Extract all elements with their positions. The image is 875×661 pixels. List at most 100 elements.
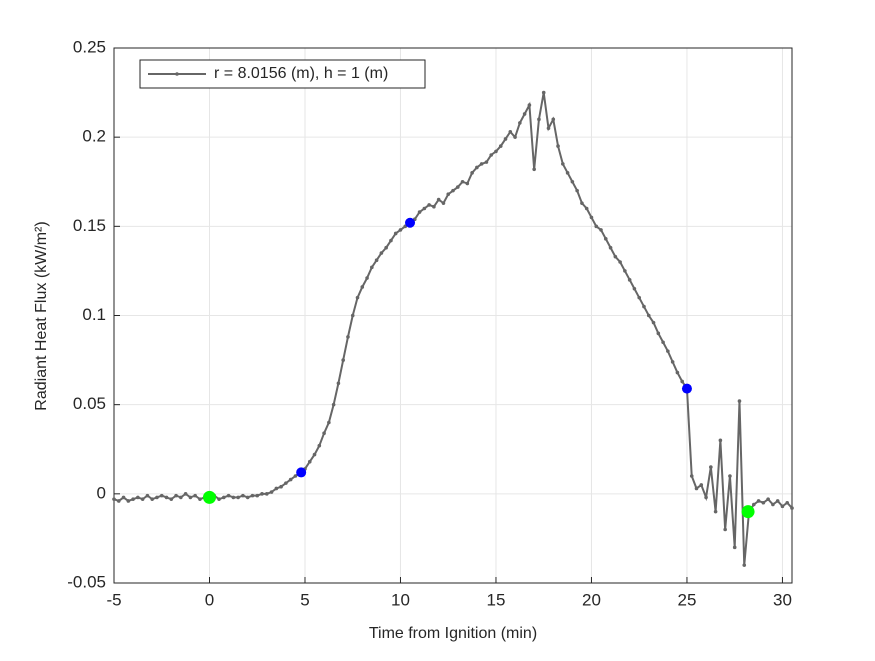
data-point (513, 135, 517, 139)
data-point (494, 149, 498, 154)
data-point (709, 465, 713, 469)
axes-box (113, 47, 793, 584)
data-point (642, 304, 646, 309)
data-point (279, 484, 283, 489)
data-point (350, 313, 355, 318)
data-point (145, 493, 150, 498)
data-point (599, 228, 603, 232)
highlight-point (296, 467, 307, 478)
data-point (689, 474, 694, 478)
data-point (260, 492, 264, 496)
data-point (284, 481, 288, 485)
data-point (675, 370, 680, 375)
data-point (771, 502, 775, 507)
data-point (116, 499, 121, 503)
data-point (455, 185, 460, 189)
data-point (150, 497, 154, 501)
y-axis-label: Radiant Heat Flux (kW/m²) (33, 221, 50, 410)
data-point (250, 493, 255, 498)
data-point (193, 493, 197, 498)
data-point (188, 495, 193, 500)
data-point (121, 495, 126, 500)
x-tick-label: 20 (582, 590, 601, 609)
data-point (537, 117, 541, 122)
data-point (723, 527, 727, 532)
data-point (518, 121, 522, 125)
data-point (618, 260, 622, 264)
data-point (231, 495, 236, 500)
data-point (136, 495, 140, 500)
data-point (666, 349, 670, 353)
data-point (126, 499, 131, 503)
data-point (580, 201, 584, 205)
data-point (393, 231, 398, 236)
data-point (589, 215, 594, 220)
data-point (704, 495, 708, 500)
data-point (269, 490, 274, 494)
data-point (264, 492, 269, 496)
data-point (656, 331, 661, 336)
data-point (436, 197, 441, 202)
data-point (508, 130, 513, 134)
data-point (627, 278, 632, 282)
data-point (670, 360, 675, 364)
data-point (198, 497, 202, 501)
data-point (632, 286, 637, 291)
data-point (131, 497, 135, 501)
data-point (623, 269, 627, 273)
highlight-point (741, 505, 755, 519)
data-point (331, 402, 336, 407)
data-point (155, 495, 159, 500)
x-tick-label: 10 (391, 590, 410, 609)
data-point (174, 493, 178, 498)
data-point (694, 486, 699, 491)
data-point (522, 112, 527, 116)
data-point (236, 495, 240, 500)
data-point (594, 224, 599, 229)
data-point (322, 431, 326, 436)
data-point (584, 206, 589, 211)
data-point (790, 506, 794, 510)
data-point (761, 500, 766, 505)
data-point (484, 160, 489, 164)
data-point (737, 399, 742, 403)
data-point (422, 206, 427, 211)
data-point (451, 188, 455, 193)
data-point (255, 493, 260, 498)
data-point (179, 495, 183, 500)
data-point (742, 563, 747, 567)
data-point (465, 181, 470, 186)
data-point (288, 477, 293, 482)
data-point (427, 203, 431, 207)
data-point (341, 358, 345, 362)
data-point (503, 137, 508, 141)
data-point (570, 179, 575, 184)
x-tick-label: 30 (773, 590, 792, 609)
data-point (756, 499, 761, 503)
data-point (226, 493, 231, 498)
x-tick-label: -5 (106, 590, 121, 609)
data-point (417, 210, 422, 214)
data-point (217, 497, 221, 501)
data-point (479, 162, 484, 166)
data-point (732, 545, 737, 550)
data-point (541, 90, 546, 95)
data-point (355, 295, 360, 300)
data-point (785, 500, 790, 505)
data-point (360, 285, 365, 289)
data-point (752, 502, 756, 507)
data-point (293, 474, 298, 478)
data-point (374, 258, 379, 263)
data-point (441, 201, 446, 205)
x-axis-label: Time from Ignition (min) (369, 625, 537, 642)
legend-marker (175, 72, 179, 76)
data-point (728, 474, 732, 478)
data-point (241, 493, 245, 498)
data-point (274, 486, 279, 491)
data-point (222, 495, 226, 500)
data-point (766, 497, 770, 501)
y-tick-label: 0.1 (82, 305, 106, 324)
y-tick-label: -0.05 (67, 572, 106, 591)
y-tick-label: 0.25 (73, 37, 106, 56)
data-point (780, 504, 785, 509)
